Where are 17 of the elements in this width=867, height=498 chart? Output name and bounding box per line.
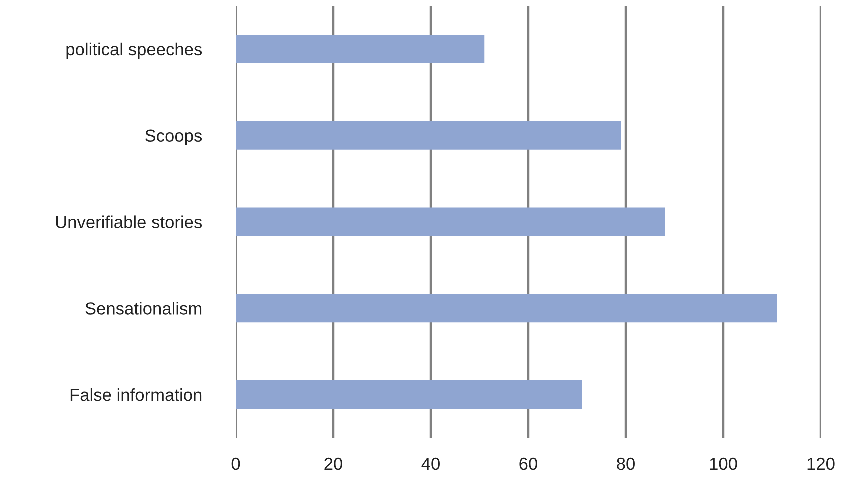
bar [236, 294, 778, 323]
x-tick-label: 80 [617, 458, 635, 470]
x-tick-label: 100 [710, 458, 738, 470]
x-tick-label: 120 [808, 458, 835, 470]
y-tick-label: political speeches [66, 42, 202, 60]
x-tick-label: 0 [232, 458, 240, 470]
bar [236, 34, 485, 64]
y-tick-label: Sensationalism [86, 302, 202, 315]
bar [236, 208, 665, 236]
y-tick-label: False information [70, 388, 202, 402]
x-tick-label: 40 [422, 458, 440, 470]
bar [236, 121, 622, 150]
y-tick-label: Unverifiable stories [56, 216, 202, 228]
y-tick-label: Scoops [146, 130, 202, 146]
x-tick-label: 20 [324, 458, 342, 470]
x-tick-label: 60 [520, 458, 538, 470]
bar [236, 380, 582, 410]
